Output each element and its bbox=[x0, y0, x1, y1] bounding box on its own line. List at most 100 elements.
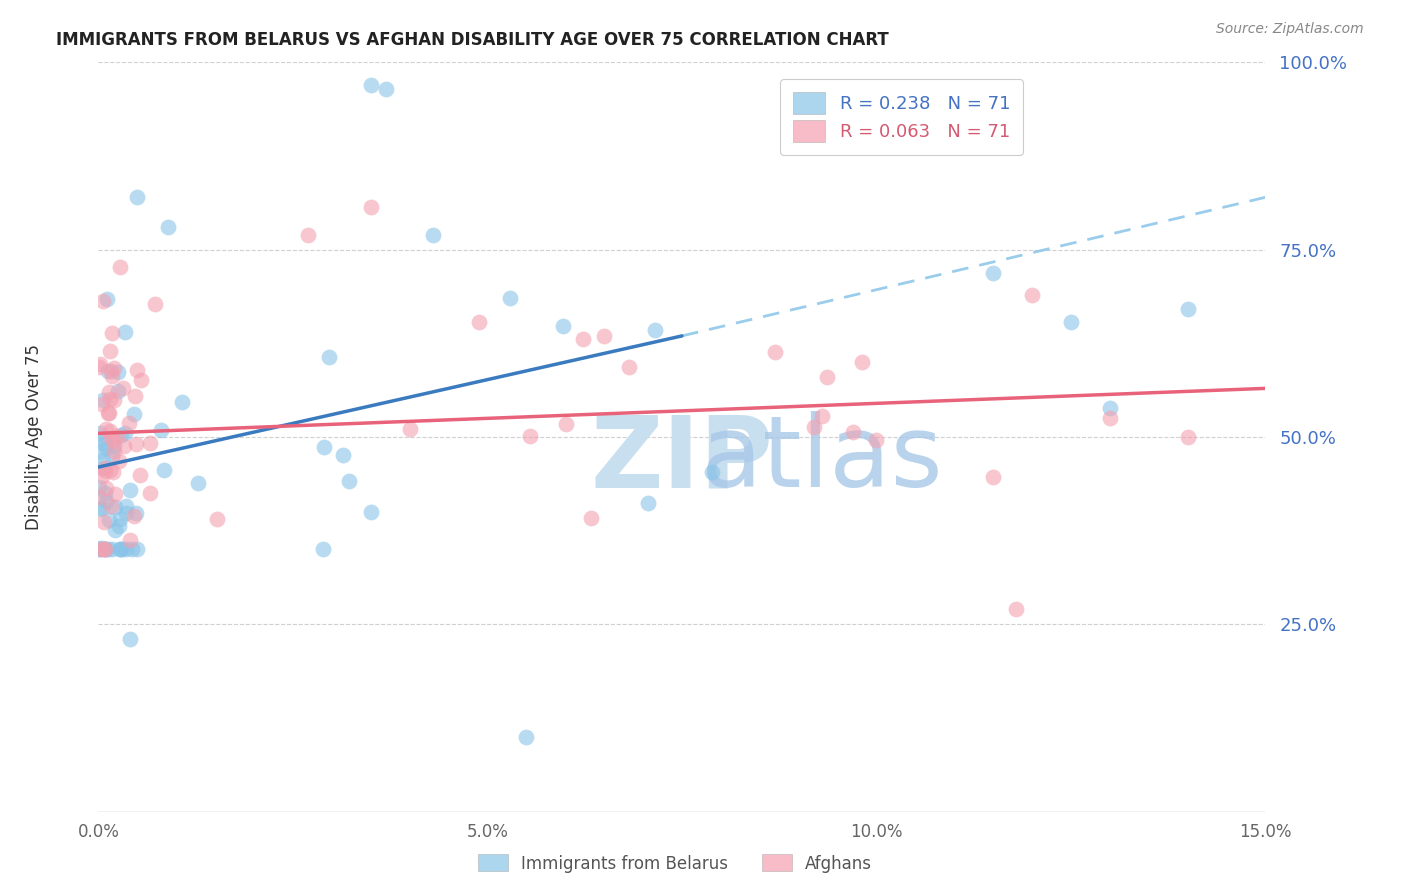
Point bbox=[125, 363, 148, 377]
Point bbox=[91, 393, 114, 408]
Point bbox=[422, 227, 444, 242]
Point bbox=[981, 267, 1004, 281]
Point bbox=[110, 428, 132, 442]
Text: ZIP: ZIP bbox=[591, 411, 773, 508]
Point bbox=[555, 417, 578, 431]
Point bbox=[118, 483, 141, 498]
Point bbox=[89, 542, 111, 557]
Point bbox=[101, 449, 124, 463]
Point bbox=[91, 460, 114, 475]
Point bbox=[94, 542, 117, 557]
Point bbox=[1060, 315, 1083, 329]
Point bbox=[467, 315, 489, 329]
Legend: Immigrants from Belarus, Afghans: Immigrants from Belarus, Afghans bbox=[471, 847, 879, 880]
Point bbox=[375, 81, 398, 95]
Point bbox=[90, 542, 112, 557]
Point bbox=[97, 406, 120, 420]
Point bbox=[89, 480, 111, 494]
Point bbox=[110, 511, 132, 525]
Point bbox=[700, 465, 723, 479]
Point bbox=[1021, 288, 1043, 302]
Point bbox=[94, 542, 117, 557]
Point bbox=[103, 500, 125, 514]
Point bbox=[103, 444, 125, 458]
Point bbox=[399, 422, 422, 436]
Point bbox=[94, 481, 117, 495]
Point bbox=[103, 439, 125, 453]
Point bbox=[118, 632, 141, 647]
Point bbox=[114, 542, 136, 557]
Point bbox=[337, 474, 360, 488]
Point bbox=[519, 428, 541, 442]
Point bbox=[127, 190, 149, 204]
Point bbox=[90, 541, 112, 556]
Point bbox=[332, 449, 354, 463]
Point bbox=[318, 350, 340, 364]
Point bbox=[981, 469, 1004, 483]
Point bbox=[94, 464, 117, 478]
Point bbox=[89, 491, 111, 505]
Point bbox=[499, 291, 522, 305]
Point bbox=[810, 409, 832, 423]
Point bbox=[93, 485, 115, 500]
Y-axis label: Disability Age Over 75: Disability Age Over 75 bbox=[25, 344, 42, 530]
Point bbox=[115, 506, 138, 520]
Point bbox=[581, 511, 603, 525]
Point bbox=[145, 297, 167, 311]
Point bbox=[107, 365, 129, 379]
Point bbox=[139, 436, 162, 450]
Point bbox=[314, 441, 336, 455]
Point bbox=[172, 395, 194, 409]
Point bbox=[91, 431, 114, 445]
Point bbox=[644, 323, 666, 337]
Legend: R = 0.238   N = 71, R = 0.063   N = 71: R = 0.238 N = 71, R = 0.063 N = 71 bbox=[780, 79, 1024, 154]
Text: IMMIGRANTS FROM BELARUS VS AFGHAN DISABILITY AGE OVER 75 CORRELATION CHART: IMMIGRANTS FROM BELARUS VS AFGHAN DISABI… bbox=[56, 31, 889, 49]
Point bbox=[115, 499, 138, 513]
Point bbox=[94, 542, 117, 557]
Point bbox=[118, 533, 141, 547]
Point bbox=[593, 329, 616, 343]
Point bbox=[98, 463, 121, 477]
Point bbox=[108, 453, 131, 467]
Point bbox=[360, 201, 382, 215]
Point bbox=[1098, 410, 1121, 425]
Point bbox=[100, 326, 122, 341]
Point bbox=[103, 361, 125, 376]
Point bbox=[763, 345, 786, 359]
Point bbox=[103, 466, 125, 480]
Point bbox=[91, 293, 114, 308]
Point bbox=[89, 501, 111, 516]
Point bbox=[94, 422, 117, 436]
Point bbox=[125, 506, 148, 520]
Point bbox=[89, 542, 111, 557]
Point bbox=[91, 397, 114, 411]
Point bbox=[205, 511, 228, 525]
Point bbox=[96, 493, 118, 508]
Point bbox=[111, 381, 134, 395]
Point bbox=[127, 542, 149, 557]
Point bbox=[129, 373, 152, 387]
Point bbox=[114, 325, 136, 339]
Point bbox=[1098, 401, 1121, 416]
Text: atlas: atlas bbox=[702, 411, 943, 508]
Point bbox=[157, 220, 180, 235]
Point bbox=[94, 442, 117, 456]
Point bbox=[122, 407, 145, 421]
Point bbox=[107, 384, 129, 398]
Point bbox=[105, 429, 128, 443]
Point bbox=[101, 542, 124, 557]
Point bbox=[93, 542, 115, 557]
Point bbox=[89, 357, 111, 371]
Point bbox=[101, 369, 124, 384]
Point bbox=[118, 416, 141, 430]
Point bbox=[360, 505, 382, 519]
Point bbox=[100, 364, 122, 378]
Point bbox=[815, 370, 838, 384]
Point bbox=[128, 468, 150, 483]
Point bbox=[107, 518, 129, 533]
Point bbox=[637, 496, 659, 510]
Point bbox=[97, 542, 120, 557]
Point bbox=[97, 384, 120, 399]
Point bbox=[139, 485, 162, 500]
Point bbox=[97, 364, 120, 378]
